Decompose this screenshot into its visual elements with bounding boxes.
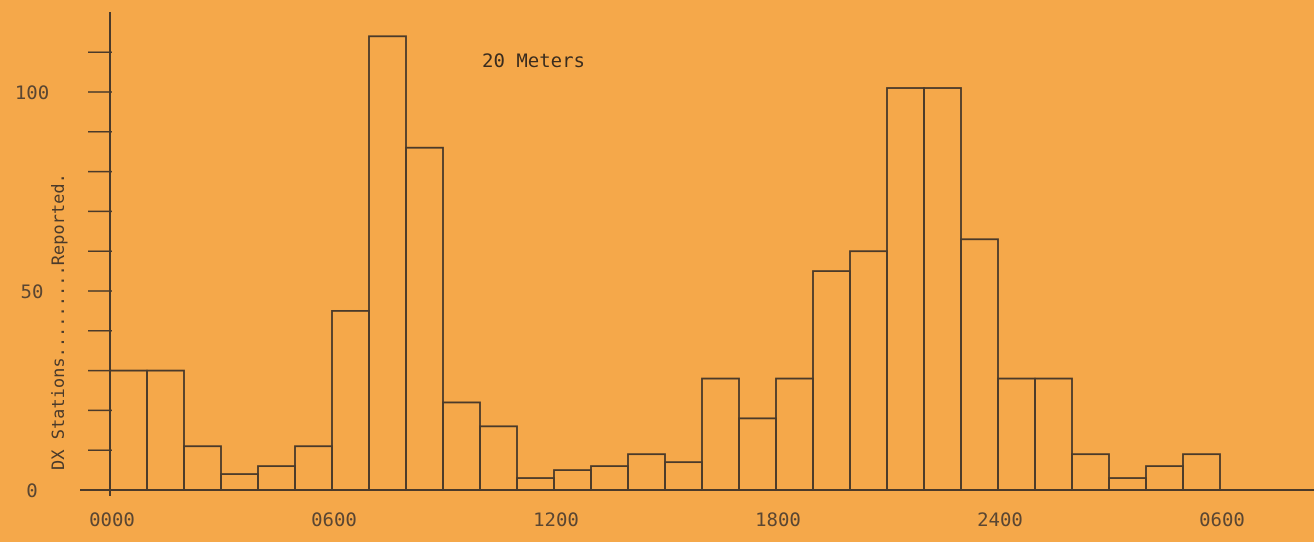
bar-1600-16 [701, 377, 740, 491]
bar-2100-21 [886, 87, 925, 491]
bar-2000-20 [849, 250, 888, 491]
x-tick-label: 1200 [533, 509, 579, 531]
x-tick-label: 0600 [311, 509, 357, 531]
bars [109, 35, 1221, 491]
bar-0900-9 [442, 401, 481, 491]
bar-0500-5 [294, 445, 333, 491]
bar-0700-7 [368, 35, 407, 491]
bar-0300-27 [1108, 477, 1147, 491]
bar-0400-28 [1145, 465, 1184, 491]
bar-1700-17 [738, 417, 777, 491]
bar-0300-3 [220, 473, 259, 491]
x-tick-label: 1800 [755, 509, 801, 531]
chart-title: 20 Meters [482, 50, 585, 72]
bar-2200-22 [923, 87, 962, 491]
axes [80, 12, 1314, 496]
bar-0600-6 [331, 309, 370, 491]
bar-2400-24 [997, 377, 1036, 491]
y-tick-label: 0 [26, 480, 37, 502]
bar-1200-12 [553, 469, 592, 491]
x-tick-label: 0000 [89, 509, 135, 531]
bar-0100-25 [1034, 377, 1073, 491]
bar-1500-15 [664, 461, 703, 491]
bar-1000-10 [479, 425, 518, 491]
bar-1300-13 [590, 465, 629, 491]
bar-0500-29 [1182, 453, 1221, 491]
bar-0800-8 [405, 146, 444, 491]
bar-1400-14 [627, 453, 666, 491]
y-tick-label: 50 [21, 281, 44, 303]
bar-0200-2 [183, 445, 222, 491]
y-tick-label: 100 [15, 82, 49, 104]
bar-1900-19 [812, 270, 851, 491]
bar-0200-26 [1071, 453, 1110, 491]
x-tick-label: 0600 [1199, 509, 1245, 531]
y-axis-label: DX Stations.........Reported. [49, 173, 69, 470]
bar-0100-1 [146, 369, 185, 491]
y-tick-labels: 0 50 100 [15, 82, 49, 502]
bar-0400-4 [257, 465, 296, 491]
bar-1800-18 [775, 377, 814, 491]
x-tick-label: 2400 [977, 509, 1023, 531]
bar-1100-11 [516, 477, 555, 491]
x-tick-labels: 0000 0600 1200 1800 2400 0600 [89, 509, 1245, 531]
bar-0000-0 [109, 369, 148, 491]
bar-2300-23 [960, 238, 999, 491]
